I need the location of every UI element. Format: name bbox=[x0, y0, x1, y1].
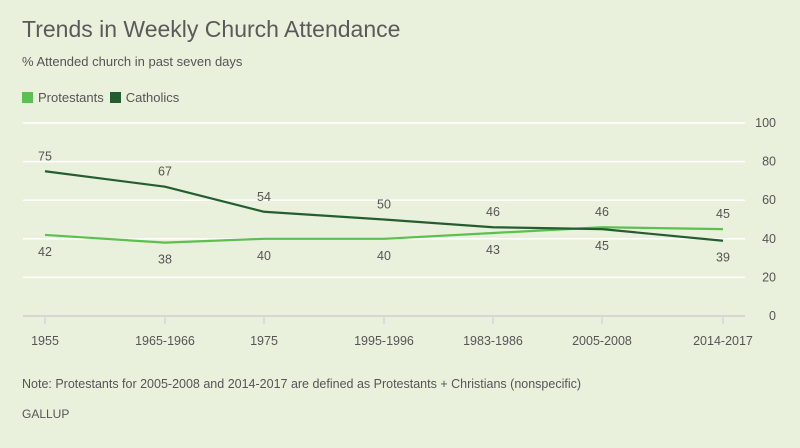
legend-item-protestants: Protestants bbox=[22, 90, 104, 105]
data-label-protestants: 43 bbox=[486, 243, 500, 257]
legend-swatch-protestants bbox=[22, 92, 33, 103]
y-tick-label: 100 bbox=[755, 116, 776, 130]
series-line-protestants bbox=[44, 226, 724, 244]
data-label-catholics: 54 bbox=[257, 190, 271, 204]
y-tick-label: 60 bbox=[762, 193, 776, 207]
chart-subtitle: % Attended church in past seven days bbox=[22, 54, 243, 69]
legend-swatch-catholics bbox=[109, 92, 121, 103]
data-label-protestants: 40 bbox=[257, 249, 271, 263]
legend-label-protestants: Protestants bbox=[38, 90, 104, 105]
data-label-catholics: 39 bbox=[716, 251, 730, 265]
brand-label: GALLUP bbox=[22, 407, 70, 421]
x-tick-label: 1965-1966 bbox=[135, 334, 195, 348]
legend-item-catholics: Catholics bbox=[109, 90, 180, 105]
y-tick-label: 20 bbox=[762, 270, 776, 284]
x-tick-label: 1955 bbox=[31, 334, 59, 348]
chart-title: Trends in Weekly Church Attendance bbox=[22, 16, 401, 42]
x-tick-label: 1975 bbox=[250, 334, 278, 348]
y-tick-label: 40 bbox=[762, 232, 776, 246]
y-tick-label: 0 bbox=[769, 309, 776, 323]
data-label-protestants: 40 bbox=[377, 249, 391, 263]
x-tick-label: 2005-2008 bbox=[572, 334, 632, 348]
series-line-catholics bbox=[44, 170, 724, 242]
legend-label-catholics: Catholics bbox=[125, 90, 180, 105]
data-label-protestants: 42 bbox=[38, 245, 52, 259]
data-label-catholics: 45 bbox=[595, 239, 609, 253]
x-tick-label: 1995-1996 bbox=[354, 334, 414, 348]
legend: Protestants Catholics bbox=[22, 90, 185, 105]
x-tick-label: 1983-1986 bbox=[463, 334, 523, 348]
chart-note: Note: Protestants for 2005-2008 and 2014… bbox=[22, 377, 582, 391]
data-label-catholics: 67 bbox=[158, 165, 172, 179]
data-label-catholics: 75 bbox=[38, 149, 52, 163]
data-label-protestants: 38 bbox=[158, 253, 172, 267]
x-tick-label: 2014-2017 bbox=[693, 334, 753, 348]
data-label-catholics: 50 bbox=[377, 198, 391, 212]
data-label-protestants: 45 bbox=[716, 207, 730, 221]
data-label-protestants: 46 bbox=[595, 205, 609, 219]
y-tick-label: 80 bbox=[762, 155, 776, 169]
data-label-catholics: 46 bbox=[486, 205, 500, 219]
